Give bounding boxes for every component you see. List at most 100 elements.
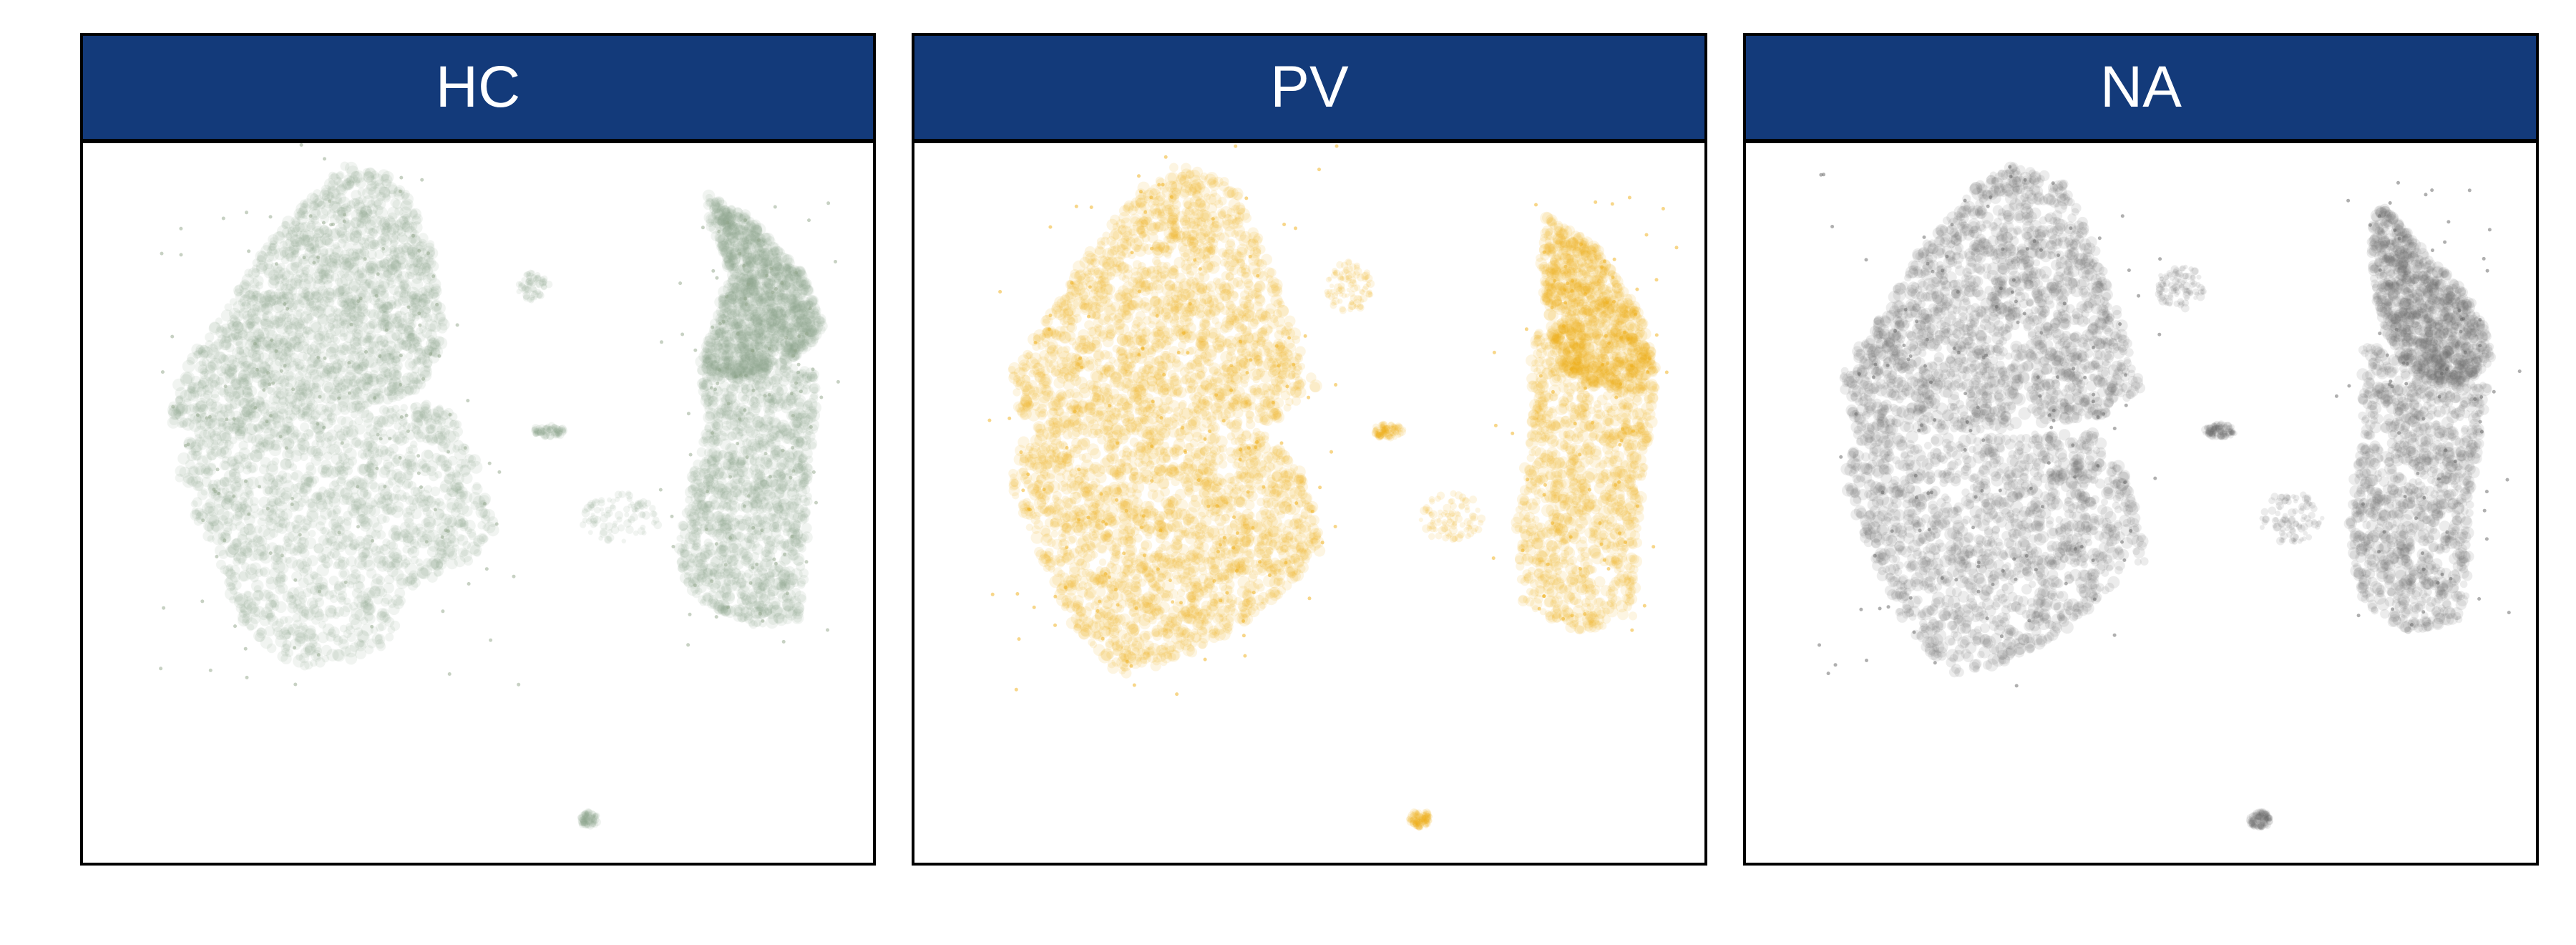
scatter-point bbox=[738, 344, 749, 354]
scatter-point bbox=[266, 495, 278, 508]
scatter-point bbox=[430, 300, 442, 312]
scatter-point bbox=[353, 329, 364, 339]
scatter-point bbox=[414, 293, 422, 301]
scatter-point bbox=[246, 601, 259, 614]
scatter-point bbox=[422, 275, 431, 284]
scatter-point bbox=[229, 314, 238, 324]
scatter-point bbox=[359, 520, 371, 532]
scatter-point bbox=[219, 387, 229, 397]
scatter-point bbox=[367, 241, 379, 251]
scatter-point bbox=[182, 475, 195, 488]
scatter-point bbox=[328, 171, 336, 180]
scatter-point bbox=[339, 250, 351, 261]
scatter-point bbox=[277, 291, 287, 301]
scatter-point bbox=[706, 221, 716, 232]
scatter-point bbox=[365, 355, 379, 368]
scatter-point bbox=[381, 178, 392, 189]
scatter-point bbox=[366, 180, 377, 192]
scatter-point bbox=[317, 200, 326, 209]
scatter-point bbox=[397, 323, 409, 334]
scatter-point bbox=[399, 382, 403, 387]
scatter-point bbox=[364, 350, 368, 354]
scatter-point bbox=[263, 290, 276, 303]
scatter-point bbox=[286, 314, 298, 325]
scatter-point bbox=[384, 217, 396, 229]
scatter-point bbox=[375, 297, 386, 309]
scatter-point bbox=[356, 299, 361, 304]
scatter-point bbox=[356, 485, 360, 489]
scatter-point bbox=[301, 606, 314, 619]
scatter-point bbox=[711, 268, 716, 273]
scatter-point bbox=[283, 364, 287, 368]
scatter-point bbox=[247, 295, 258, 306]
scatter-point bbox=[784, 263, 791, 272]
scatter-point bbox=[241, 273, 255, 286]
scatter-point bbox=[393, 598, 404, 609]
scatter-point bbox=[356, 218, 367, 228]
scatter-point bbox=[383, 301, 392, 311]
scatter-point bbox=[404, 324, 414, 334]
scatter-point bbox=[252, 290, 260, 299]
scatter-point bbox=[321, 190, 333, 202]
scatter-point bbox=[297, 258, 311, 271]
scatter-point bbox=[297, 335, 306, 344]
scatter-point bbox=[376, 576, 386, 586]
scatter-point bbox=[220, 339, 232, 351]
facet-header-hc: HC bbox=[83, 36, 873, 143]
scatter-point bbox=[386, 381, 399, 394]
scatter-point bbox=[279, 246, 290, 257]
scatter-point bbox=[404, 242, 411, 251]
scatter-point bbox=[365, 208, 374, 217]
scatter-point bbox=[301, 269, 309, 278]
scatter-point bbox=[253, 548, 265, 561]
scatter-point bbox=[327, 228, 341, 241]
scatter-point bbox=[260, 339, 272, 352]
scatter-point bbox=[215, 467, 220, 472]
scatter-point bbox=[366, 309, 376, 319]
scatter-point bbox=[328, 312, 338, 323]
scatter-point bbox=[417, 311, 421, 316]
scatter-point bbox=[218, 387, 226, 396]
scatter-point bbox=[253, 406, 258, 410]
scatter-point bbox=[278, 314, 286, 322]
scatter-point bbox=[447, 558, 458, 570]
scatter-point bbox=[308, 200, 319, 211]
scatter-point bbox=[293, 341, 304, 352]
scatter-point bbox=[230, 377, 241, 387]
scatter-point bbox=[311, 287, 320, 296]
scatter-point bbox=[406, 319, 417, 329]
scatter-point bbox=[249, 304, 261, 316]
scatter-point bbox=[349, 256, 360, 267]
scatter-point bbox=[260, 316, 271, 327]
scatter-point bbox=[437, 548, 447, 559]
scatter-point bbox=[221, 495, 231, 505]
scatter-point bbox=[197, 509, 208, 520]
scatter-point bbox=[394, 252, 407, 265]
scatter-point bbox=[222, 419, 235, 432]
scatter-point bbox=[195, 397, 208, 410]
scatter-point bbox=[454, 498, 466, 510]
scatter-point bbox=[358, 210, 367, 218]
scatter-point bbox=[362, 373, 370, 381]
scatter-point bbox=[311, 215, 320, 225]
scatter-point bbox=[371, 173, 384, 186]
scatter-point bbox=[348, 174, 358, 183]
scatter-point bbox=[419, 485, 423, 489]
scatter-point bbox=[336, 393, 350, 406]
scatter-point bbox=[421, 377, 426, 381]
scatter-point bbox=[403, 385, 412, 394]
scatter-point bbox=[284, 407, 293, 416]
scatter-point bbox=[278, 396, 288, 405]
scatter-point bbox=[315, 342, 326, 354]
scatter-point bbox=[701, 226, 705, 230]
scatter-point bbox=[303, 294, 311, 303]
scatter-point bbox=[402, 213, 411, 223]
scatter-point bbox=[429, 321, 441, 333]
scatter-point bbox=[243, 376, 252, 384]
scatter-point bbox=[322, 193, 330, 201]
scatter-point bbox=[360, 204, 371, 215]
scatter-point bbox=[305, 329, 316, 341]
scatter-point bbox=[384, 328, 389, 332]
scatter-point bbox=[231, 386, 245, 399]
scatter-point bbox=[427, 335, 436, 344]
